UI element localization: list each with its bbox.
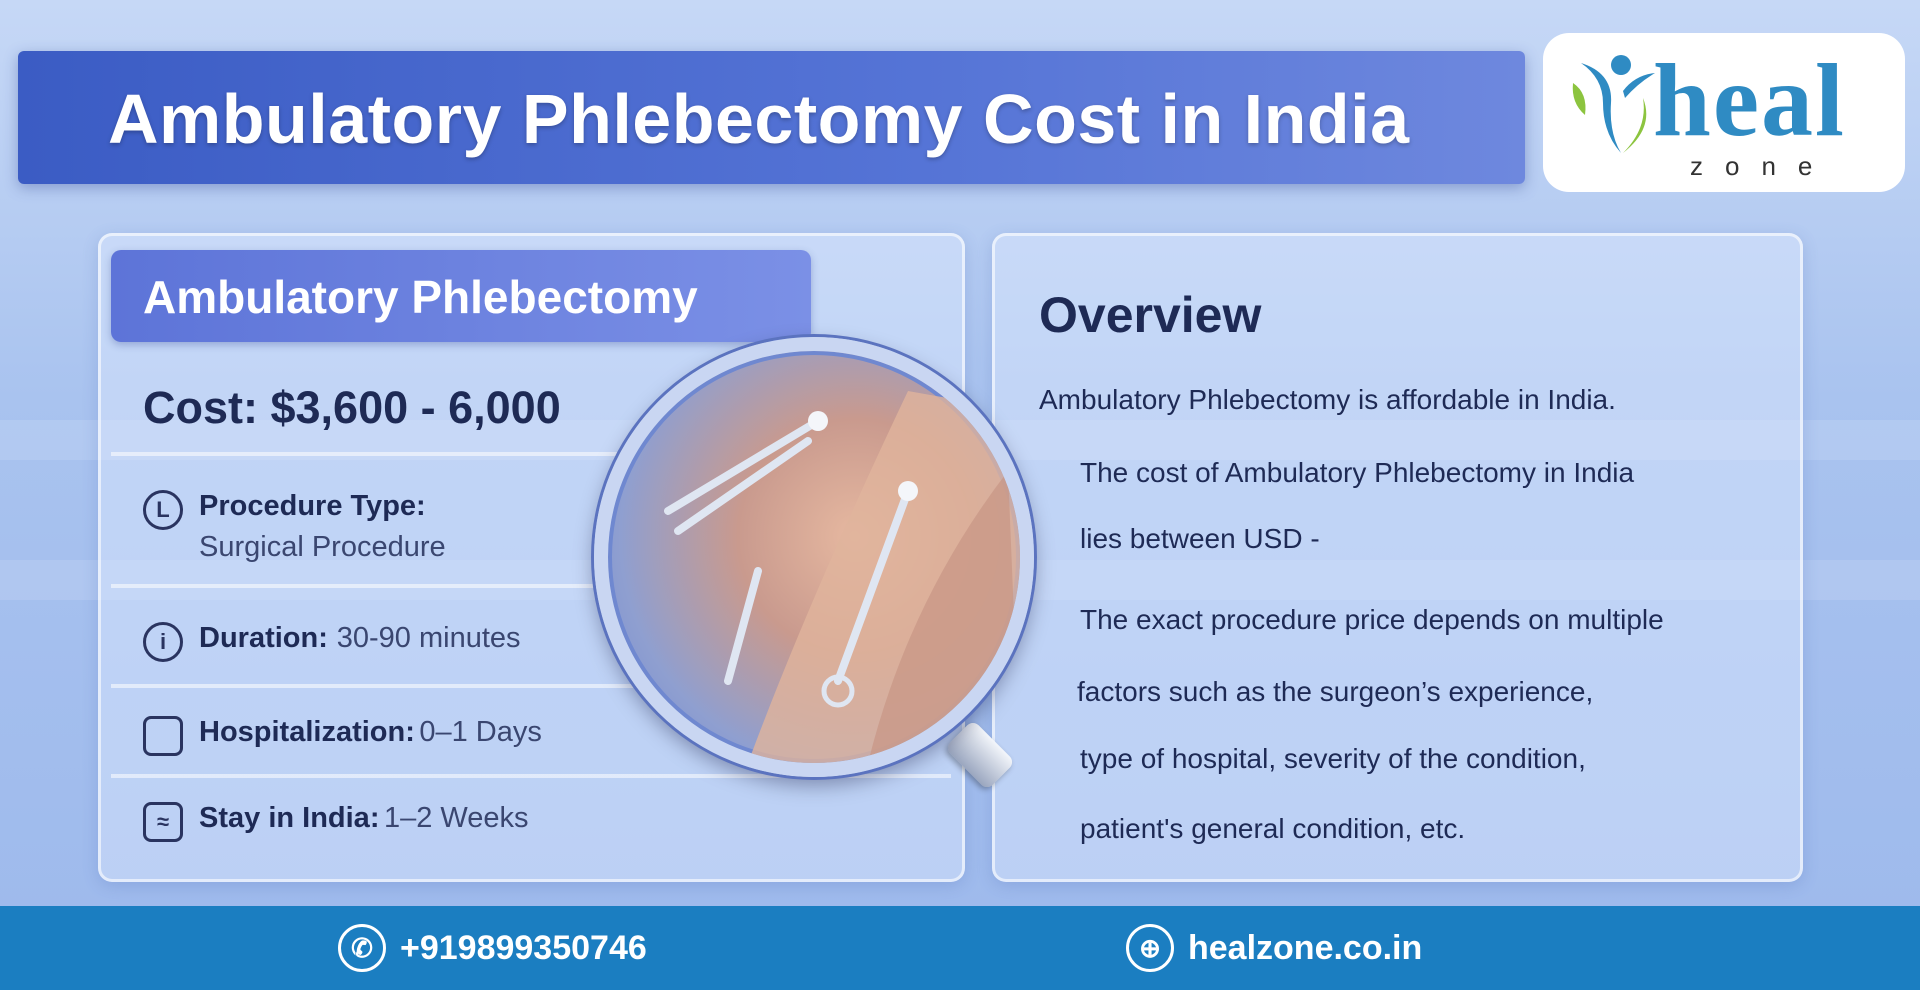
duration-row: i Duration: 30-90 minutes [111,592,951,688]
logo-zone: zone [1690,151,1835,181]
info-icon: i [143,622,183,662]
surgical-tools-icon [664,391,1020,763]
overview-line: patient's general condition, etc. [1080,813,1466,844]
duration-label: Duration: [199,622,328,654]
globe-icon: ⊕ [1126,924,1174,972]
duration-value: 30-90 minutes [336,622,521,654]
website-link[interactable]: ⊕ healzone.co.in [1126,924,1422,972]
procedure-type-row: L Procedure Type: Surgical Procedure [111,468,951,588]
overview-line: type of hospital, severity of the condit… [1080,743,1586,774]
cost-text: Cost: $3,600 - 6,000 [143,382,561,433]
page-title: Ambulatory Phlebectomy Cost in India [108,80,1410,158]
cost-row: Cost: $3,600 - 6,000 [111,358,951,456]
logo-heal: heal [1653,43,1846,158]
overview-line: The exact procedure price depends on mul… [1080,604,1664,635]
logo: heal zone [1543,33,1905,192]
title-banner: Ambulatory Phlebectomy Cost in India [18,51,1525,184]
procedure-type-label: Procedure Type: [199,490,426,522]
overview-line: factors such as the surgeon’s experience… [1077,676,1594,707]
magnifier-leg-illustration [594,337,1034,777]
procedure-type-value: Surgical Procedure [199,531,446,563]
stay-label: Stay in India: [199,802,380,834]
whatsapp-icon: ✆ [338,924,386,972]
chat-icon [143,716,183,756]
clock-icon: L [143,490,183,530]
person-leaf-icon [1572,55,1655,153]
calendar-icon: ≈ [143,802,183,842]
procedure-header: Ambulatory Phlebectomy [111,250,811,342]
phone-link[interactable]: ✆ +919899350746 [338,924,647,972]
hospitalization-value: 0–1 Days [419,716,542,748]
website-url: healzone.co.in [1188,928,1423,967]
hospitalization-label: Hospitalization: [199,716,415,748]
footer-bar: ✆ +919899350746 ⊕ healzone.co.in [0,906,1920,990]
procedure-name: Ambulatory Phlebectomy [143,271,698,323]
overview-line: lies between USD - [1080,523,1320,554]
phone-number: +919899350746 [400,928,647,967]
overview-line: Ambulatory Phlebectomy is affordable in … [1039,384,1616,415]
hospitalization-row: Hospitalization: 0–1 Days [111,692,951,778]
overview-line: The cost of Ambulatory Phlebectomy in In… [1080,457,1635,488]
stay-row: ≈ Stay in India: 1–2 Weeks [111,802,528,842]
overview-panel: Overview Ambulatory Phlebectomy is affor… [992,233,1803,882]
overview-title: Overview [1039,287,1262,343]
stay-value: 1–2 Weeks [383,802,529,834]
